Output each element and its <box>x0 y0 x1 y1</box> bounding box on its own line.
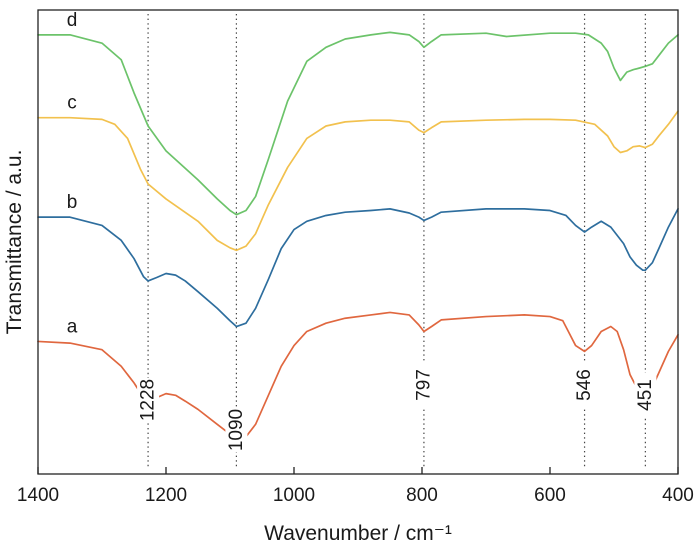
plot-frame <box>37 9 679 475</box>
peak-label-backing <box>634 373 657 417</box>
x-axis: 1400 1200 1000 800 600 400 <box>17 467 694 506</box>
series-line-a <box>37 311 679 440</box>
plot-area: d c b a 1228 1090 797 546 451 <box>37 10 679 468</box>
series-label-b: b <box>67 192 78 213</box>
series-line-d <box>37 31 679 216</box>
peak-label-group-451: 451 <box>634 373 657 417</box>
x-axis-title: Wavenumber / cm⁻¹ <box>264 522 452 545</box>
x-tick-label-1000: 1000 <box>273 485 315 506</box>
peak-label-797: 797 <box>413 369 434 401</box>
series-label-d: d <box>67 10 78 31</box>
x-tick-label-1400: 1400 <box>17 485 59 506</box>
peak-label-backing <box>412 363 435 407</box>
peak-label-group-546: 546 <box>573 363 596 407</box>
peak-label-backing <box>573 363 596 407</box>
x-tick-label-400: 400 <box>662 485 694 506</box>
series-label-a: a <box>67 316 78 337</box>
peak-label-group-1228: 1228 <box>137 378 160 422</box>
series-line-c <box>37 110 679 252</box>
x-tick-label-800: 800 <box>406 485 438 506</box>
peak-label-backing <box>225 408 248 452</box>
peak-label-1090: 1090 <box>226 409 247 451</box>
series-line-b <box>37 208 679 328</box>
x-tick-label-1200: 1200 <box>145 485 187 506</box>
peak-label-group-797: 797 <box>412 363 435 407</box>
peak-label-546: 546 <box>574 369 595 401</box>
series-label-c: c <box>67 93 77 114</box>
x-tick-label-600: 600 <box>534 485 566 506</box>
y-axis-title: Transmittance / a.u. <box>3 150 26 335</box>
peak-label-backing <box>137 378 160 422</box>
peak-label-1228: 1228 <box>138 379 159 421</box>
peak-label-group-1090: 1090 <box>225 408 248 452</box>
peak-label-451: 451 <box>635 379 656 411</box>
